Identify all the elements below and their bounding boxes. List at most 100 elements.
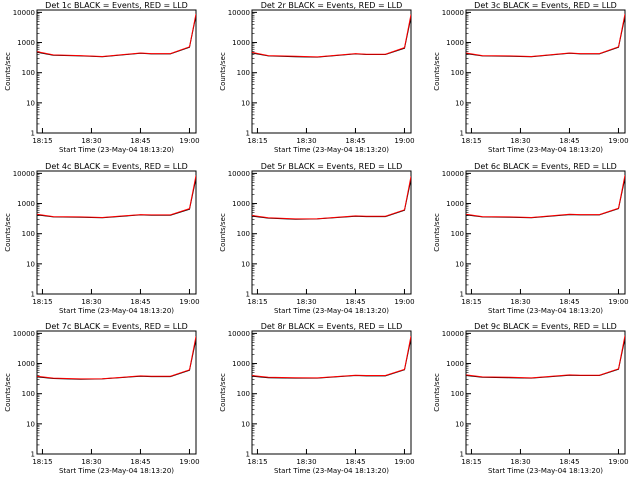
plot-frame: [465, 9, 626, 134]
x-tick-label: 19:00: [394, 458, 414, 466]
x-tick-label: 18:15: [461, 137, 481, 145]
y-tick-label: 1000: [17, 200, 35, 208]
y-tick-label: 100: [22, 230, 35, 238]
y-tick-label: 10000: [228, 9, 250, 17]
x-tick-label: 18:30: [296, 137, 316, 145]
y-tick-label: 10000: [13, 330, 35, 338]
y-axis-label: Counts/sec: [4, 373, 12, 412]
y-tick-label: 10000: [442, 170, 464, 178]
y-tick-label: 1000: [232, 39, 250, 47]
series-line-lld: [252, 176, 411, 220]
y-tick-label: 100: [22, 390, 35, 398]
plot-frame: [36, 9, 197, 134]
panel-title: Det 3c BLACK = Events, RED = LLD: [474, 1, 617, 10]
y-tick-label: 1: [460, 130, 464, 138]
y-tick-label: 100: [22, 69, 35, 77]
x-tick-label: 19:00: [179, 137, 199, 145]
series-line-lld: [466, 175, 625, 219]
x-tick-label: 18:30: [81, 298, 101, 306]
y-tick-label: 1: [460, 291, 464, 299]
panel-title: Det 7c BLACK = Events, RED = LLD: [45, 322, 188, 331]
y-tick-label: 1000: [232, 200, 250, 208]
x-axis-label: Start Time (23-May-04 18:13:20): [59, 307, 174, 315]
x-tick-label: 18:30: [510, 298, 530, 306]
y-axis-label: Counts/sec: [219, 373, 227, 412]
y-tick-label: 1000: [232, 360, 250, 368]
y-tick-label: 10000: [228, 330, 250, 338]
y-tick-label: 1: [246, 130, 250, 138]
plot-frame: [251, 9, 412, 134]
y-axis-label: Counts/sec: [219, 52, 227, 91]
x-tick-label: 18:45: [345, 137, 365, 145]
panel-title: Det 6c BLACK = Events, RED = LLD: [474, 162, 617, 171]
y-tick-label: 1000: [446, 39, 464, 47]
plot-frame: [465, 330, 626, 455]
y-tick-label: 100: [237, 230, 250, 238]
x-tick-label: 18:15: [32, 458, 52, 466]
y-tick-label: 100: [237, 390, 250, 398]
panel-5: Det 5r BLACK = Events, RED = LLD Counts/s…: [219, 162, 415, 315]
x-tick-label: 19:00: [608, 137, 628, 145]
panel-title: Det 9c BLACK = Events, RED = LLD: [474, 322, 617, 331]
y-tick-label: 1000: [17, 39, 35, 47]
y-tick-label: 1: [460, 451, 464, 459]
y-tick-label: 1: [31, 291, 35, 299]
series-line-lld: [252, 14, 411, 58]
x-tick-label: 19:00: [179, 298, 199, 306]
panel-title: Det 4c BLACK = Events, RED = LLD: [45, 162, 188, 171]
panel-title: Det 2r BLACK = Events, RED = LLD: [261, 1, 403, 10]
plot-frame: [36, 170, 197, 295]
y-tick-label: 100: [451, 230, 464, 238]
series-line-lld: [37, 13, 196, 58]
y-tick-label: 10: [26, 420, 35, 428]
y-axis-label: Counts/sec: [433, 213, 441, 252]
series-line-lld: [466, 335, 625, 379]
x-tick-label: 18:30: [81, 137, 101, 145]
panel-1: Det 1c BLACK = Events, RED = LLD Counts/s…: [4, 1, 200, 154]
y-tick-label: 10: [455, 260, 464, 268]
panel-7: Det 7c BLACK = Events, RED = LLD Counts/s…: [4, 322, 200, 475]
x-tick-label: 18:45: [130, 298, 150, 306]
x-tick-label: 18:30: [81, 458, 101, 466]
series-line-lld: [466, 13, 625, 58]
y-tick-label: 10000: [13, 9, 35, 17]
panel-2: Det 2r BLACK = Events, RED = LLD Counts/s…: [219, 1, 415, 154]
y-axis-label: Counts/sec: [219, 213, 227, 252]
y-tick-label: 1: [31, 451, 35, 459]
y-tick-label: 1000: [17, 360, 35, 368]
y-tick-label: 10000: [442, 9, 464, 17]
y-tick-label: 1000: [446, 360, 464, 368]
x-tick-label: 18:15: [32, 137, 52, 145]
x-tick-label: 19:00: [179, 458, 199, 466]
x-tick-label: 19:00: [608, 458, 628, 466]
x-tick-label: 18:45: [559, 137, 579, 145]
y-axis-label: Counts/sec: [4, 52, 12, 91]
x-tick-label: 18:15: [247, 458, 267, 466]
plot-frame: [465, 170, 626, 295]
y-tick-label: 10: [26, 99, 35, 107]
x-tick-label: 18:45: [559, 298, 579, 306]
x-axis-label: Start Time (23-May-04 18:13:20): [274, 146, 389, 154]
y-tick-label: 10000: [228, 170, 250, 178]
series-line-lld: [37, 336, 196, 380]
x-tick-label: 18:30: [296, 458, 316, 466]
x-tick-label: 18:45: [130, 458, 150, 466]
y-tick-label: 10000: [442, 330, 464, 338]
x-tick-label: 18:15: [461, 298, 481, 306]
panel-title: Det 1c BLACK = Events, RED = LLD: [45, 1, 188, 10]
plot-frame: [251, 170, 412, 295]
x-axis-label: Start Time (23-May-04 18:13:20): [59, 146, 174, 154]
y-axis-label: Counts/sec: [433, 373, 441, 412]
y-tick-label: 10: [241, 260, 250, 268]
x-tick-label: 19:00: [394, 137, 414, 145]
x-tick-label: 19:00: [394, 298, 414, 306]
x-tick-label: 18:30: [510, 458, 530, 466]
y-tick-label: 10000: [13, 170, 35, 178]
x-tick-label: 18:45: [345, 458, 365, 466]
y-axis-label: Counts/sec: [433, 52, 441, 91]
x-tick-label: 18:45: [559, 458, 579, 466]
series-line-lld: [252, 335, 411, 379]
x-axis-label: Start Time (23-May-04 18:13:20): [274, 307, 389, 315]
